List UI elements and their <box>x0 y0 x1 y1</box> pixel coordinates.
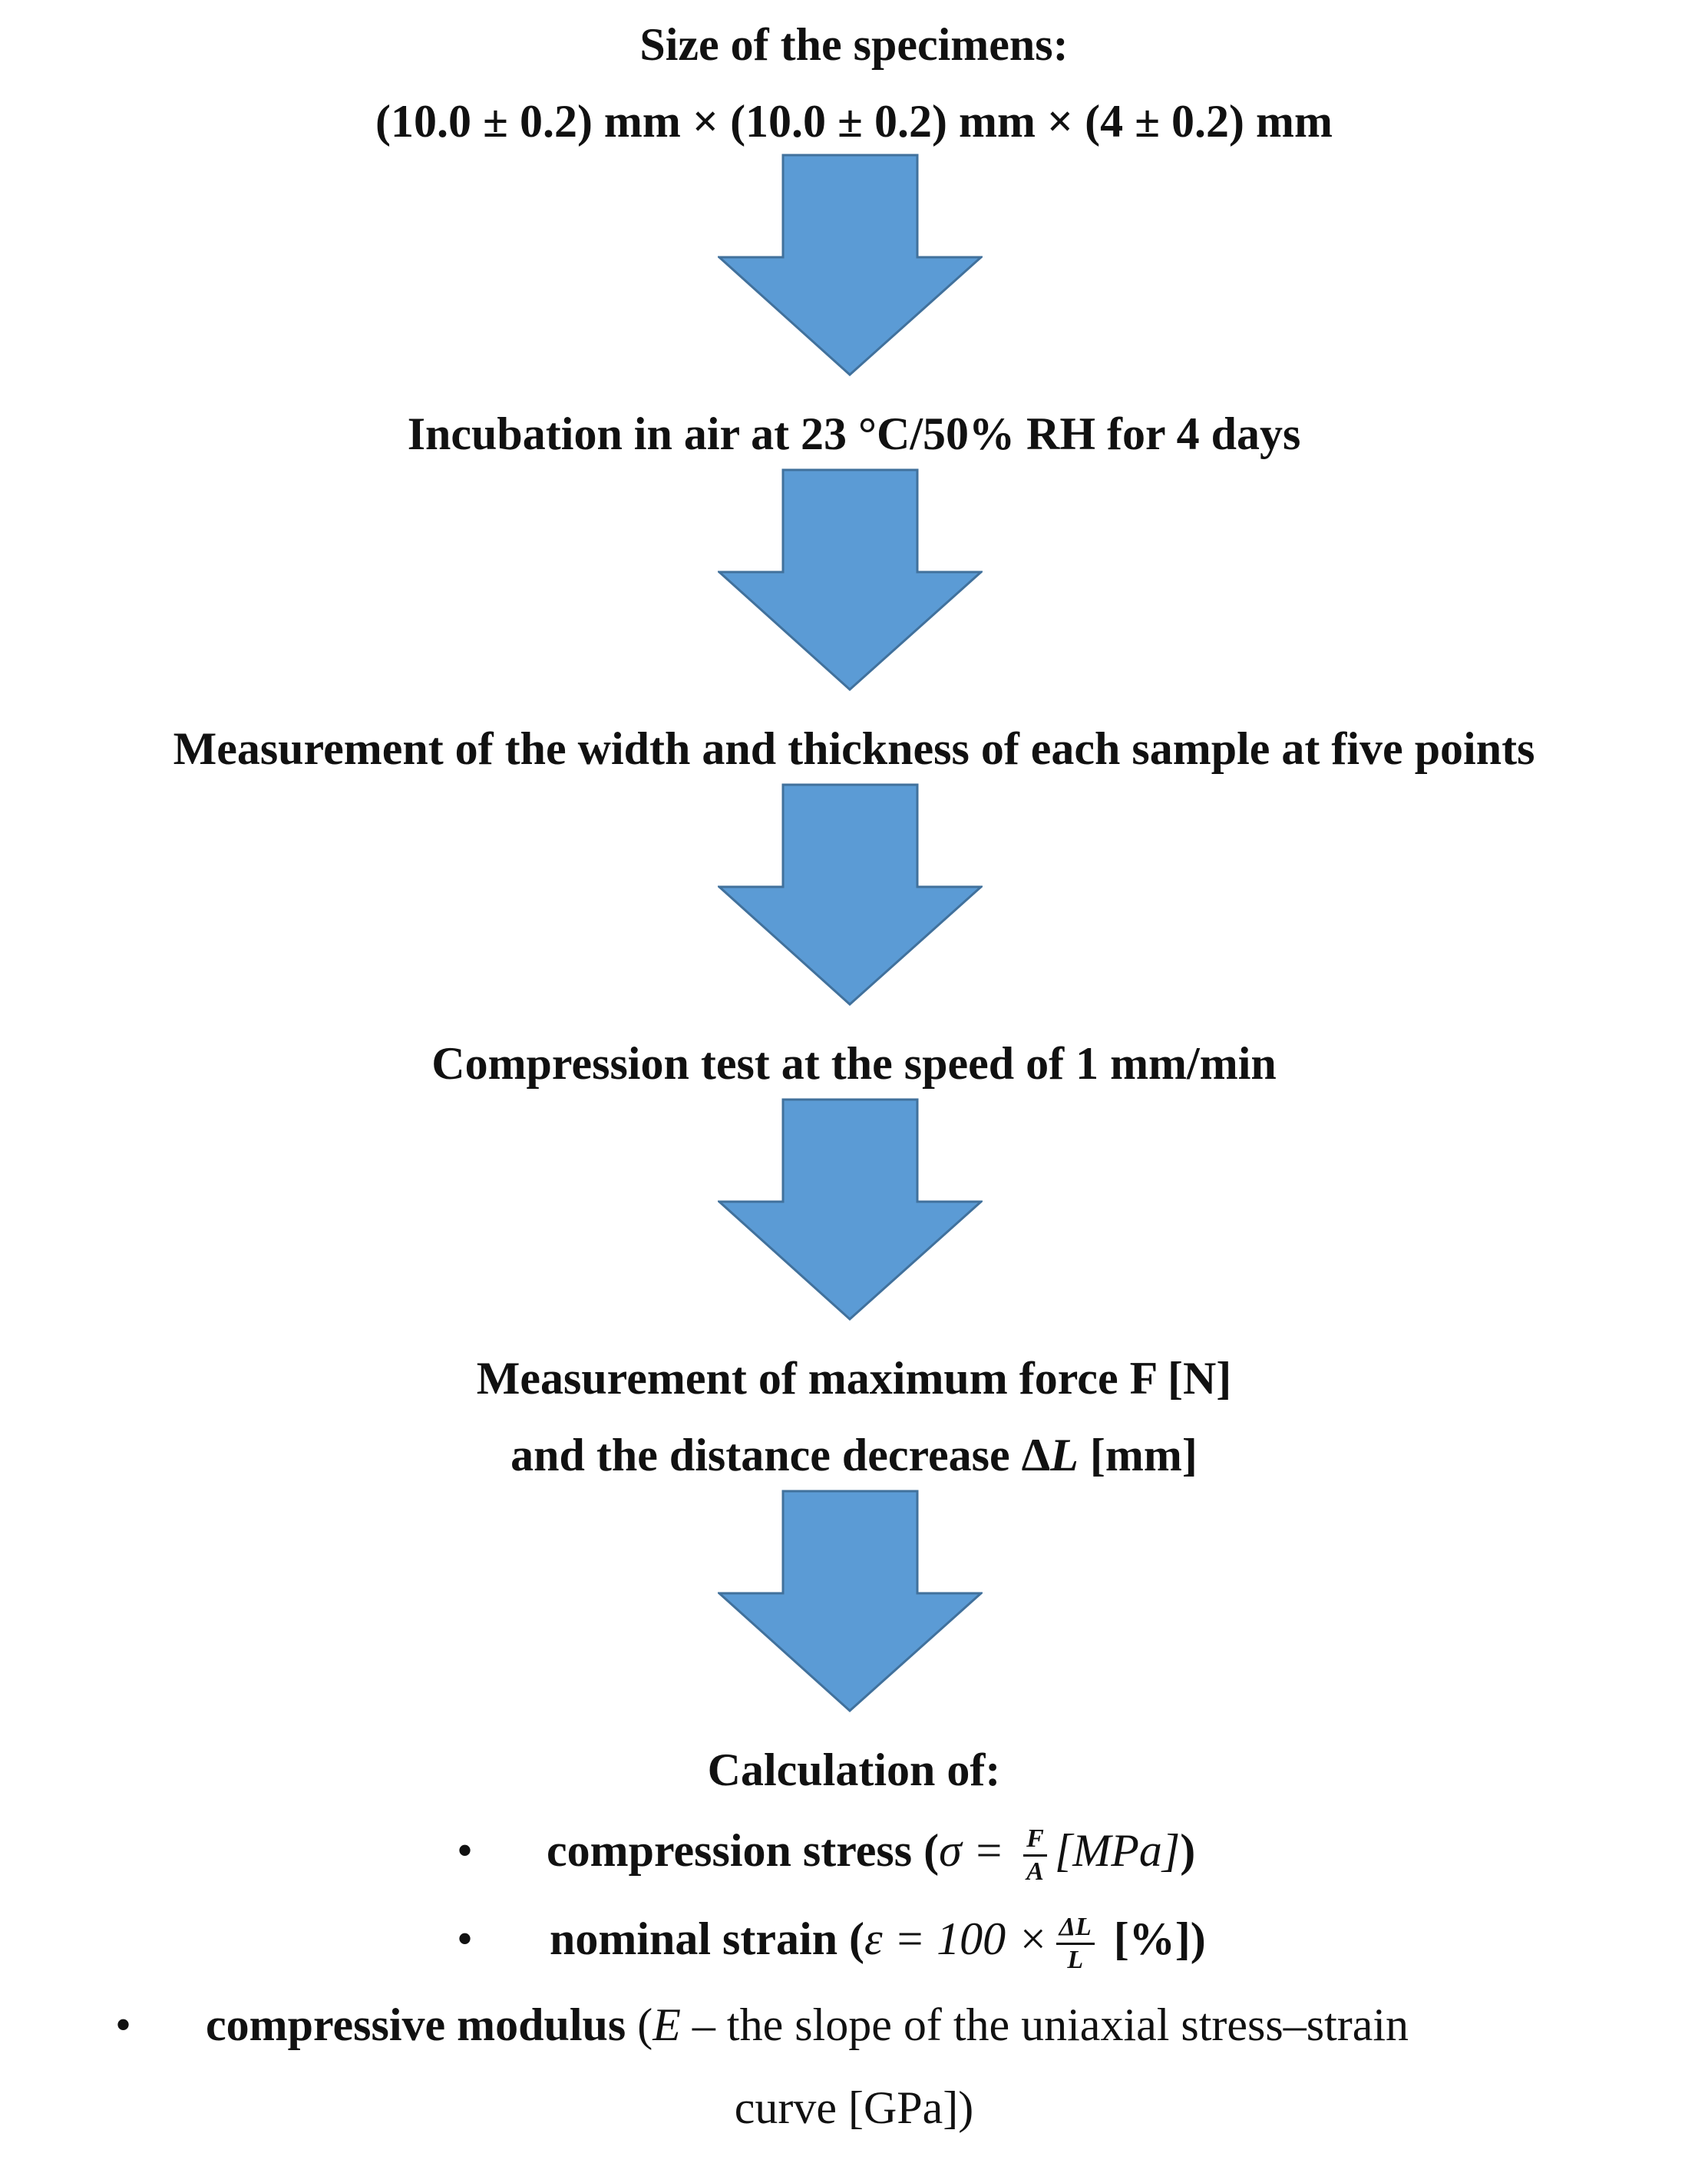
step-size-value: (10.0 ± 0.2) mm × (10.0 ± 0.2) mm × (4 ±… <box>375 96 1333 147</box>
step-compression-test: Compression test at the speed of 1 mm/mi… <box>431 1038 1277 1089</box>
step-incubation: Incubation in air at 23 °C/50% RH for 4 … <box>407 408 1301 459</box>
modulus-var: E <box>652 1999 681 2050</box>
down-arrow-icon <box>718 783 983 1006</box>
bullet-icon: • <box>457 1825 474 1876</box>
force-text-c: [mm] <box>1078 1430 1198 1480</box>
down-arrow-icon <box>718 1098 983 1321</box>
modulus-label: compressive modulus <box>206 1999 626 2050</box>
bullet-modulus-cont: curve [GPa]) <box>734 2082 974 2133</box>
stress-math: σ = <box>939 1825 1016 1876</box>
strain-label: nominal strain ( <box>550 1913 865 1964</box>
modulus-desc: – the slope of the uniaxial stress–strai… <box>680 1999 1409 2050</box>
stress-close: ) <box>1180 1825 1196 1876</box>
bullet-icon: • <box>457 1913 474 1964</box>
force-text-a: and the distance decrease Δ <box>510 1430 1051 1480</box>
down-arrow-icon <box>718 154 983 376</box>
strain-math: ε = 100 × <box>864 1913 1049 1964</box>
step-measurement-force-2: and the distance decrease ΔL [mm] <box>0 1417 1708 1493</box>
modulus-open: ( <box>626 1999 653 2050</box>
stress-numerator: F <box>1023 1824 1047 1857</box>
strain-denominator: L <box>1067 1945 1084 1974</box>
step-size-title: Size of the specimens: <box>639 19 1069 70</box>
step-calculation-title: Calculation of: <box>707 1745 1001 1795</box>
strain-unit: [%]) <box>1102 1913 1206 1964</box>
stress-unit: [MPa] <box>1054 1825 1181 1876</box>
down-arrow-icon <box>718 1490 983 1712</box>
stress-label: compression stress ( <box>547 1825 940 1876</box>
strain-numerator: ΔL <box>1056 1912 1095 1945</box>
strain-fraction: ΔL L <box>1056 1912 1095 1976</box>
down-arrow-icon <box>718 468 983 691</box>
force-var-l: L <box>1050 1430 1079 1480</box>
bullet-icon: • <box>115 1999 132 2050</box>
step-measurement-dims: Measurement of the width and thickness o… <box>173 723 1535 774</box>
step-measurement-force-1: Measurement of maximum force F [N] <box>476 1353 1232 1404</box>
stress-denominator: A <box>1026 1857 1044 1886</box>
